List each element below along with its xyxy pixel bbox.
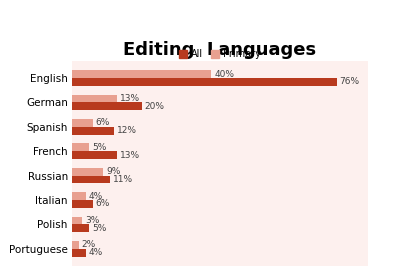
Bar [72,176,110,183]
Text: 13%: 13% [120,94,140,103]
Bar [72,143,90,151]
Bar [72,70,211,78]
Text: 6%: 6% [96,119,110,127]
Bar [72,200,93,208]
Legend: All, Primary: All, Primary [180,49,260,59]
Text: 9%: 9% [106,167,120,176]
Text: 13%: 13% [120,151,140,160]
Bar [72,102,142,110]
Text: 6%: 6% [96,199,110,208]
Text: 2%: 2% [82,240,96,249]
Bar [72,151,117,159]
Text: 76%: 76% [340,78,360,86]
Text: 11%: 11% [113,175,133,184]
Bar [72,217,82,224]
Bar [72,119,93,127]
Text: 4%: 4% [89,192,103,201]
Bar [72,168,103,176]
Text: 4%: 4% [89,248,103,257]
Text: 5%: 5% [92,224,106,233]
Text: 40%: 40% [214,70,234,79]
Text: 20%: 20% [144,102,164,111]
Bar [72,78,337,86]
Text: 5%: 5% [92,143,106,152]
Bar [72,241,79,249]
Bar [72,224,90,232]
Bar [72,95,117,102]
Bar [72,192,86,200]
Bar [72,127,114,135]
Text: 12%: 12% [116,126,136,135]
Title: Editing  Languages: Editing Languages [124,41,316,59]
Text: 3%: 3% [85,216,100,225]
Bar [72,249,86,257]
